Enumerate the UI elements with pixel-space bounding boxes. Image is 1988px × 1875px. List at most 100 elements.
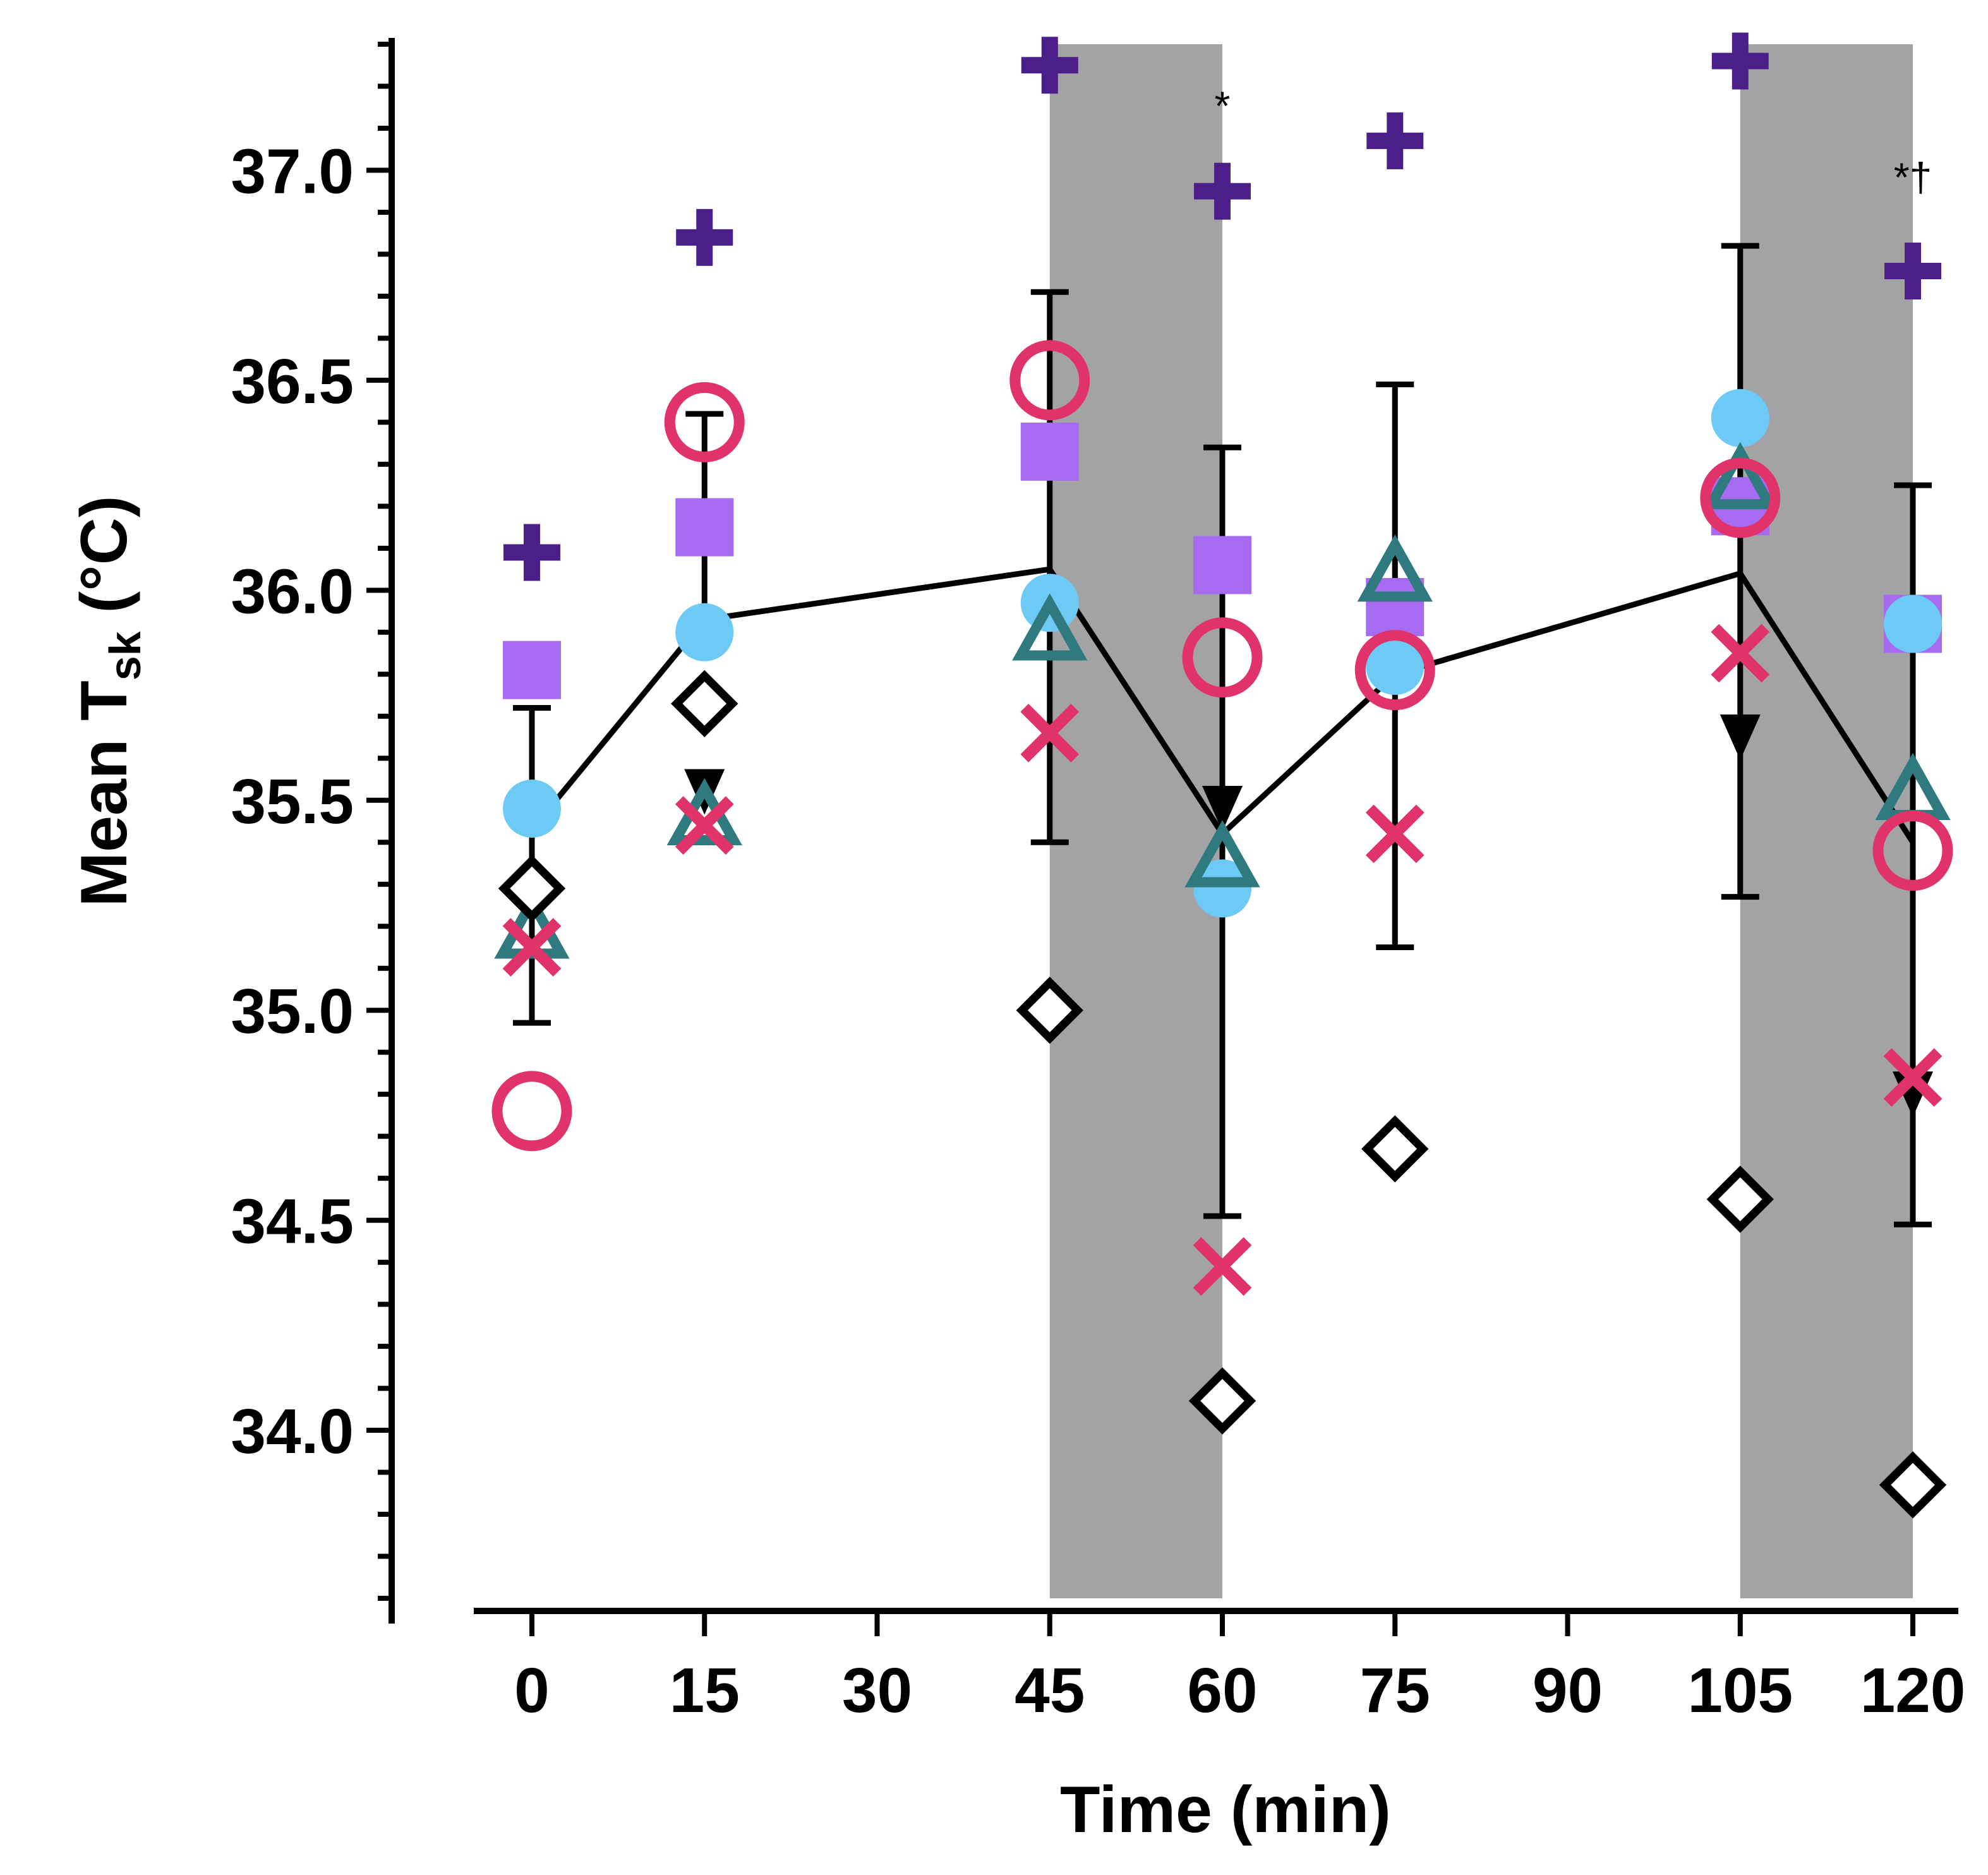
open-diamond-mark	[1188, 1367, 1256, 1435]
x-mark-b	[1365, 804, 1425, 864]
open-circle-mark	[1009, 340, 1090, 421]
data-point-x	[675, 796, 734, 855]
data-point-plus	[503, 524, 560, 581]
open-diamond-mark	[498, 855, 566, 922]
data-point-diamond-open	[1706, 1166, 1774, 1233]
shaded-region-0	[1049, 44, 1222, 1598]
data-point-circle-filled	[1366, 637, 1425, 695]
open-circle-mark	[491, 1071, 572, 1152]
plus-mark-v	[523, 524, 540, 581]
y-tick-label: 36.0	[231, 556, 354, 627]
x-tick-label: 15	[670, 1655, 740, 1726]
y-tick-label: 34.0	[231, 1396, 354, 1467]
axes	[366, 38, 1958, 1636]
data-point-triangle-down	[1720, 714, 1761, 761]
data-point-circle-open	[664, 382, 745, 462]
data-point-circle-open	[1700, 457, 1781, 538]
square-mark	[675, 498, 734, 557]
y-tick-label: 36.5	[231, 346, 354, 417]
x-axis-title: Time (min)	[1060, 1773, 1391, 1847]
data-point-triangle-open	[1357, 534, 1433, 602]
open-circle-mark	[1182, 617, 1263, 698]
x-tick-label: 30	[842, 1655, 912, 1726]
circle-mark	[675, 603, 734, 661]
x-mark-b	[502, 918, 562, 977]
square-mark	[502, 641, 561, 699]
open-diamond-mark	[1016, 976, 1083, 1044]
open-triangle-mark	[1184, 820, 1260, 888]
x-tick-label: 75	[1360, 1655, 1430, 1726]
data-point-square	[1020, 422, 1079, 481]
data-point-diamond-open	[1361, 1115, 1429, 1183]
data-point-circle-filled	[1711, 389, 1769, 447]
open-triangle-mark	[1012, 593, 1088, 661]
x-tick-label: 90	[1533, 1655, 1603, 1726]
data-point-diamond-open	[1016, 976, 1083, 1044]
x-mark-b	[675, 796, 734, 855]
circle-mark	[1711, 389, 1769, 447]
circle-mark	[1193, 859, 1251, 918]
data-point-circle-open	[1009, 340, 1090, 421]
data-point-x	[1193, 1237, 1252, 1296]
data-point-plus	[1884, 243, 1942, 300]
data-point-triangle-open	[1012, 593, 1088, 661]
data-point-plus	[1366, 112, 1424, 169]
data-point-plus	[1194, 162, 1251, 220]
data-point-circle-filled	[1193, 859, 1251, 918]
plus-mark-v	[1387, 112, 1404, 169]
open-circle-mark	[1354, 630, 1435, 711]
plus-mark-v	[1214, 162, 1231, 220]
y-tick-label: 35.5	[231, 766, 354, 837]
data-markers	[491, 32, 1953, 1519]
circle-mark	[502, 780, 561, 838]
open-circle-mark	[1700, 457, 1781, 538]
x-tick-label: 60	[1187, 1655, 1257, 1726]
data-point-circle-open	[1354, 630, 1435, 711]
y-axis-title-sub: sk	[100, 631, 150, 680]
x-mark-b	[1711, 624, 1770, 683]
data-point-triangle-open	[1184, 820, 1260, 888]
open-triangle-mark	[1357, 534, 1433, 602]
annotations: * *†	[1215, 83, 1932, 200]
x-tick-label: 45	[1015, 1655, 1085, 1726]
square-mark	[1020, 422, 1079, 481]
plus-mark-v	[1041, 37, 1058, 94]
data-point-square	[675, 498, 734, 557]
shaded-region-1	[1740, 44, 1913, 1598]
data-point-square	[1193, 536, 1251, 594]
data-point-plus	[1711, 32, 1769, 90]
significance-annotation: *†	[1894, 155, 1932, 200]
x-tick-label: 120	[1860, 1655, 1966, 1726]
down-triangle-mark	[1720, 714, 1761, 761]
y-axis-title: Mean Tsk (°C)	[68, 496, 150, 907]
open-diamond-mark	[671, 670, 738, 738]
data-point-diamond-open	[1188, 1367, 1256, 1435]
data-point-circle-filled	[1884, 594, 1943, 653]
data-point-plus	[1021, 37, 1078, 94]
data-point-triangle-open	[1702, 442, 1778, 510]
tick-labels: 34.0 34.5 35.0 35.5 36.0 36.5 37.0 0 15 30 45 60 75 9…	[231, 136, 1965, 1726]
data-point-diamond-open	[1879, 1451, 1947, 1519]
open-circle-mark	[1872, 811, 1953, 891]
x-tick-label: 105	[1687, 1655, 1793, 1726]
y-tick-label: 34.5	[231, 1186, 354, 1257]
data-point-circle-filled	[675, 603, 734, 661]
data-point-x	[1020, 704, 1080, 763]
data-point-x	[502, 918, 562, 977]
data-point-diamond-open	[671, 670, 738, 738]
data-point-x	[1883, 1048, 1943, 1107]
data-point-x	[1711, 624, 1770, 683]
plus-mark-v	[1732, 32, 1749, 90]
down-triangle-mark	[1202, 786, 1243, 832]
data-point-triangle-down	[1202, 786, 1243, 832]
open-diamond-mark	[1879, 1451, 1947, 1519]
y-tick-label: 37.0	[231, 136, 354, 207]
x-mark-b	[1020, 704, 1080, 763]
y-axis-title-tail: (°C)	[68, 496, 141, 632]
shaded-regions	[1049, 44, 1913, 1598]
open-diamond-mark	[1706, 1166, 1774, 1233]
plus-mark-v	[1905, 243, 1922, 300]
data-point-diamond-open	[498, 855, 566, 922]
x-mark-b	[1883, 1048, 1943, 1107]
